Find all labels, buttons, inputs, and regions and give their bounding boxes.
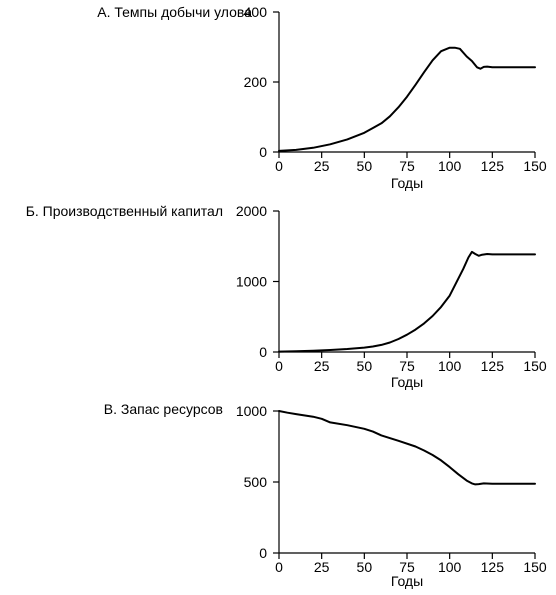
x-tick-label: 0	[275, 158, 283, 174]
x-tick-label: 25	[314, 358, 330, 374]
x-tick-label: 50	[357, 559, 373, 575]
x-tick-label: 100	[438, 158, 462, 174]
chart-title: Б. Производственный капитал	[26, 203, 223, 219]
chart-title: В. Запас ресурсов	[104, 401, 223, 417]
y-tick-label: 0	[259, 344, 267, 360]
x-tick-label: 100	[438, 559, 462, 575]
x-tick-label: 50	[357, 358, 373, 374]
x-axis-label: Годы	[391, 573, 423, 589]
series-line	[278, 410, 536, 486]
x-tick-label: 0	[275, 358, 283, 374]
y-tick-label: 1000	[236, 403, 267, 419]
y-tick-label: 200	[244, 74, 268, 90]
x-tick-label: 50	[357, 158, 373, 174]
x-tick-label: 25	[314, 559, 330, 575]
x-tick-label: 0	[275, 559, 283, 575]
x-axis-label: Годы	[391, 374, 423, 390]
x-axis-label: Годы	[391, 175, 423, 191]
y-tick-label: 0	[259, 545, 267, 561]
chart-panel-catch-rate: А. Темпы добычи улова 0 200 400 0 25 50 75 100 12…	[97, 4, 547, 191]
y-tick-label: 0	[259, 144, 267, 160]
y-tick-label: 400	[244, 4, 268, 20]
x-tick-label: 75	[399, 559, 415, 575]
chart-title: А. Темпы добычи улова	[97, 4, 252, 20]
x-tick-label: 75	[399, 158, 415, 174]
series-line	[278, 46, 536, 152]
y-tick-label: 1000	[236, 274, 267, 290]
x-tick-label: 25	[314, 158, 330, 174]
x-tick-label: 150	[523, 358, 547, 374]
x-tick-label: 75	[399, 358, 415, 374]
x-tick-label: 100	[438, 358, 462, 374]
y-tick-label: 500	[244, 474, 268, 490]
chart-panel-production-capital: Б. Производственный капитал 0 1000 2000 0 25 5…	[26, 203, 547, 390]
x-tick-label: 125	[481, 559, 505, 575]
chart-panel-resource-stock: В. Запас ресурсов 0 500 1000 0 25 50 75 100 125 15…	[104, 401, 547, 589]
x-tick-label: 125	[481, 358, 505, 374]
series-line	[278, 250, 536, 353]
y-tick-label: 2000	[236, 203, 267, 219]
x-tick-label: 150	[523, 158, 547, 174]
x-tick-label: 150	[523, 559, 547, 575]
x-tick-label: 125	[481, 158, 505, 174]
